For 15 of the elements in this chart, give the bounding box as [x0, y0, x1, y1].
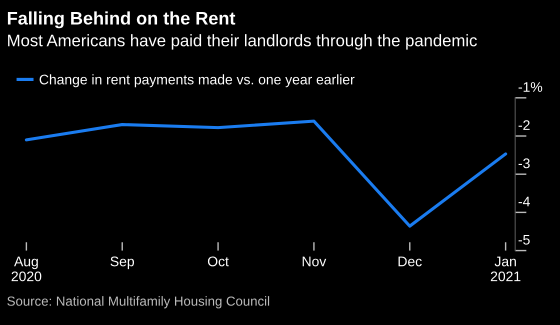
y-tick-label: -3 [518, 158, 530, 168]
x-tick-label: Oct [208, 256, 229, 266]
legend-label: Change in rent payments made vs. one year earlier [40, 74, 354, 88]
source-note: Source: National Multifamily Housing Council [7, 296, 270, 308]
y-tick-label: -4 [518, 196, 530, 206]
x-tick-label: Dec [398, 256, 422, 266]
y-tick-label: -5 [518, 234, 530, 245]
x-tick-label: Jan 2021 [490, 256, 520, 282]
y-tick-label: -2 [518, 120, 530, 130]
x-tick-label: Sep [110, 256, 134, 270]
x-tick-label: Nov [302, 256, 326, 266]
x-tick-label: Aug 2020 [12, 256, 42, 282]
y-tick-label: -1% [518, 82, 542, 92]
chart-subtitle: Most Americans have paid their landlords through the pandemic [8, 34, 477, 50]
chart-title: Falling Behind on the Rent [8, 11, 236, 28]
